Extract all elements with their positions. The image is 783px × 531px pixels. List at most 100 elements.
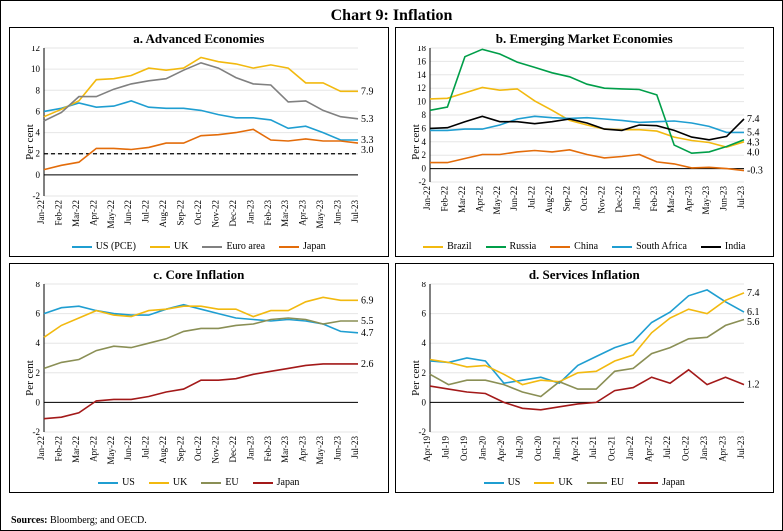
svg-text:Feb-22: Feb-22	[53, 200, 63, 226]
svg-text:Oct-20: Oct-20	[532, 436, 542, 461]
svg-text:Feb-22: Feb-22	[53, 436, 63, 462]
panel-grid: a. Advanced EconomiesPer cent-2024681012…	[1, 27, 782, 493]
end-label-jp: 1.2	[747, 380, 760, 391]
svg-text:8: 8	[421, 282, 426, 289]
legend-label: UK	[173, 477, 187, 488]
series-japan	[44, 129, 358, 169]
legend-swatch	[150, 246, 170, 248]
svg-text:Apr-23: Apr-23	[717, 436, 727, 462]
svg-text:4: 4	[36, 128, 41, 138]
svg-text:Aug-22: Aug-22	[544, 186, 554, 214]
svg-text:Nov-22: Nov-22	[210, 436, 220, 464]
svg-text:Jan-23: Jan-23	[245, 200, 255, 224]
svg-text:2: 2	[36, 368, 41, 378]
legend-item-russia: Russia	[486, 241, 537, 252]
svg-text:4: 4	[421, 338, 426, 348]
svg-text:Jul-23: Jul-23	[736, 186, 746, 209]
svg-text:12: 12	[31, 46, 40, 53]
svg-text:Jul-23: Jul-23	[350, 436, 360, 459]
panel-title: b. Emerging Market Economies	[396, 28, 774, 47]
legend-label: Russia	[510, 241, 537, 252]
svg-text:-2: -2	[33, 427, 41, 437]
legend-label: US	[122, 477, 135, 488]
svg-text:Apr-21: Apr-21	[569, 436, 579, 462]
sources-label: Sources:	[11, 515, 47, 526]
svg-text:Jul-22: Jul-22	[141, 200, 151, 223]
panel-a: a. Advanced EconomiesPer cent-2024681012…	[9, 27, 389, 257]
svg-text:Sep-22: Sep-22	[176, 436, 186, 462]
legend-item-china: China	[550, 241, 598, 252]
legend-label: India	[725, 241, 746, 252]
svg-text:Jul-20: Jul-20	[514, 436, 524, 459]
legend-swatch	[701, 246, 721, 248]
svg-text:8: 8	[36, 85, 41, 95]
svg-text:2: 2	[421, 150, 426, 160]
end-label-eu: 5.5	[361, 316, 374, 327]
svg-text:Dec-22: Dec-22	[613, 186, 623, 213]
svg-text:Jun-22: Jun-22	[509, 186, 519, 211]
series-jp	[44, 364, 358, 419]
legend-swatch	[72, 246, 92, 248]
legend: US (PCE)UKEuro areaJapan	[10, 239, 388, 254]
sources-text: Bloomberg; and OECD.	[50, 515, 147, 526]
svg-text:Jan-22: Jan-22	[36, 436, 46, 460]
legend-label: EU	[611, 477, 624, 488]
plot-svg: -2024686.95.54.72.6Jan-22Feb-22Mar-22Apr…	[10, 282, 388, 474]
legend-swatch	[587, 482, 607, 484]
series-us	[430, 290, 744, 383]
svg-text:Apr-19: Apr-19	[422, 436, 432, 462]
series-uk	[44, 58, 358, 117]
legend-label: US (PCE)	[96, 241, 136, 252]
svg-text:Oct-19: Oct-19	[458, 436, 468, 461]
plot-svg: -20246810127.95.33.33.0Jan-22Feb-22Mar-2…	[10, 46, 388, 238]
legend-label: South Africa	[636, 241, 687, 252]
svg-text:Mar-22: Mar-22	[456, 186, 466, 213]
svg-text:2: 2	[36, 149, 41, 159]
series-euro	[44, 63, 358, 121]
svg-text:Jun-22: Jun-22	[123, 200, 133, 225]
panel-title: d. Services Inflation	[396, 264, 774, 283]
svg-text:May-22: May-22	[106, 436, 116, 465]
legend-item-eu: EU	[587, 477, 624, 488]
svg-text:6: 6	[421, 123, 426, 133]
svg-text:Jan-23: Jan-23	[245, 436, 255, 460]
svg-text:Apr-22: Apr-22	[643, 436, 653, 462]
svg-text:May-22: May-22	[106, 200, 116, 229]
svg-text:Dec-22: Dec-22	[228, 200, 238, 227]
panel-c: c. Core InflationPer cent-2024686.95.54.…	[9, 263, 389, 493]
legend-label: EU	[225, 477, 238, 488]
svg-text:0: 0	[421, 397, 426, 407]
svg-text:16: 16	[417, 56, 427, 66]
legend-label: Japan	[662, 477, 685, 488]
svg-text:Apr-20: Apr-20	[495, 436, 505, 462]
svg-text:Jul-22: Jul-22	[526, 186, 536, 209]
legend-label: China	[574, 241, 598, 252]
end-label-brazil: 4.0	[747, 147, 760, 158]
legend-label: Japan	[277, 477, 300, 488]
legend-swatch	[550, 246, 570, 248]
svg-text:6: 6	[421, 309, 426, 319]
legend-swatch	[202, 246, 222, 248]
end-label-japan: 3.0	[361, 145, 374, 156]
svg-text:8: 8	[36, 282, 41, 289]
svg-text:0: 0	[36, 170, 41, 180]
legend: USUKEUJapan	[396, 475, 774, 490]
svg-text:Nov-22: Nov-22	[210, 200, 220, 228]
legend-swatch	[98, 482, 118, 484]
legend-item-eu: EU	[201, 477, 238, 488]
legend-item-jp: Japan	[638, 477, 685, 488]
legend-swatch	[423, 246, 443, 248]
svg-text:6: 6	[36, 106, 41, 116]
legend-item-uk: UK	[149, 477, 187, 488]
svg-text:0: 0	[36, 397, 41, 407]
series-uk	[44, 297, 358, 337]
svg-text:Jul-23: Jul-23	[736, 436, 746, 459]
svg-text:Mar-23: Mar-23	[280, 436, 290, 463]
svg-text:Oct-22: Oct-22	[680, 436, 690, 461]
legend-swatch	[534, 482, 554, 484]
end-label-us: 4.7	[361, 328, 374, 339]
legend-item-jp: Japan	[253, 477, 300, 488]
legend-label: Brazil	[447, 241, 471, 252]
svg-text:0: 0	[421, 164, 426, 174]
svg-text:Jan-21: Jan-21	[551, 436, 561, 460]
